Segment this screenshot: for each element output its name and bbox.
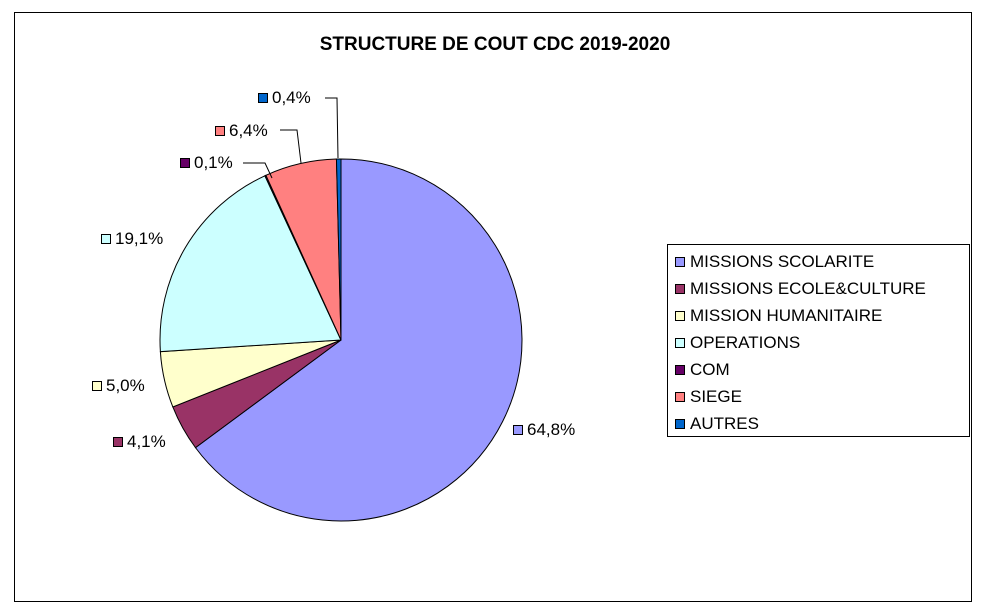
label-swatch [258, 93, 268, 103]
legend-item: AUTRES [675, 410, 969, 437]
data-label-operations: 19,1% [101, 229, 163, 249]
pie-slice-operations [159, 175, 342, 353]
legend-item: OPERATIONS [675, 329, 969, 356]
legend-item: SIEGE [675, 383, 969, 410]
data-label-siege: 6,4% [215, 121, 268, 141]
label-swatch [215, 126, 225, 136]
legend-swatch [675, 391, 685, 402]
legend-item: COM [675, 356, 969, 383]
leader-line [280, 129, 302, 164]
legend-swatch [675, 256, 685, 267]
data-label-autres: 0,4% [258, 88, 311, 108]
legend: MISSIONS SCOLARITE MISSIONS ECOLE&CULTURE… [667, 244, 970, 437]
legend-item: MISSIONS SCOLARITE [675, 248, 969, 275]
label-swatch [513, 425, 523, 435]
label-text: 0,1% [194, 153, 233, 172]
data-label-mission-humanitaire: 5,0% [92, 376, 145, 396]
legend-item: MISSIONS ECOLE&CULTURE [675, 275, 969, 302]
legend-label: MISSIONS ECOLE&CULTURE [690, 278, 926, 298]
leader-line [243, 162, 273, 179]
label-swatch [113, 437, 123, 447]
label-text: 5,0% [106, 376, 145, 395]
pie-slice-autres [335, 158, 342, 341]
data-label-missions-scolarite: 64,8% [513, 420, 575, 440]
legend-label: COM [690, 359, 730, 379]
legend-swatch [675, 310, 685, 321]
label-text: 6,4% [229, 121, 268, 140]
leader-line [325, 97, 339, 159]
legend-label: SIEGE [690, 386, 742, 406]
legend-swatch [675, 418, 685, 429]
label-text: 4,1% [127, 432, 166, 451]
label-swatch [92, 381, 102, 391]
legend-item: MISSION HUMANITAIRE [675, 302, 969, 329]
label-text: 19,1% [115, 229, 164, 248]
legend-swatch [675, 283, 685, 294]
data-label-missions-ecole-culture: 4,1% [113, 432, 166, 452]
legend-swatch [675, 364, 685, 375]
legend-label: MISSION HUMANITAIRE [690, 305, 883, 325]
label-swatch [101, 234, 111, 244]
legend-label: AUTRES [690, 413, 759, 433]
data-label-com: 0,1% [180, 153, 233, 173]
label-text: 64,8% [527, 420, 576, 439]
legend-label: MISSIONS SCOLARITE [690, 251, 875, 271]
pie-slice-missions-scolarite [194, 158, 523, 522]
label-text: 0,4% [272, 88, 311, 107]
legend-label: OPERATIONS [690, 332, 801, 352]
legend-swatch [675, 337, 685, 348]
chart-title: STRUCTURE DE COUT CDC 2019-2020 [319, 34, 671, 55]
label-swatch [180, 158, 190, 168]
